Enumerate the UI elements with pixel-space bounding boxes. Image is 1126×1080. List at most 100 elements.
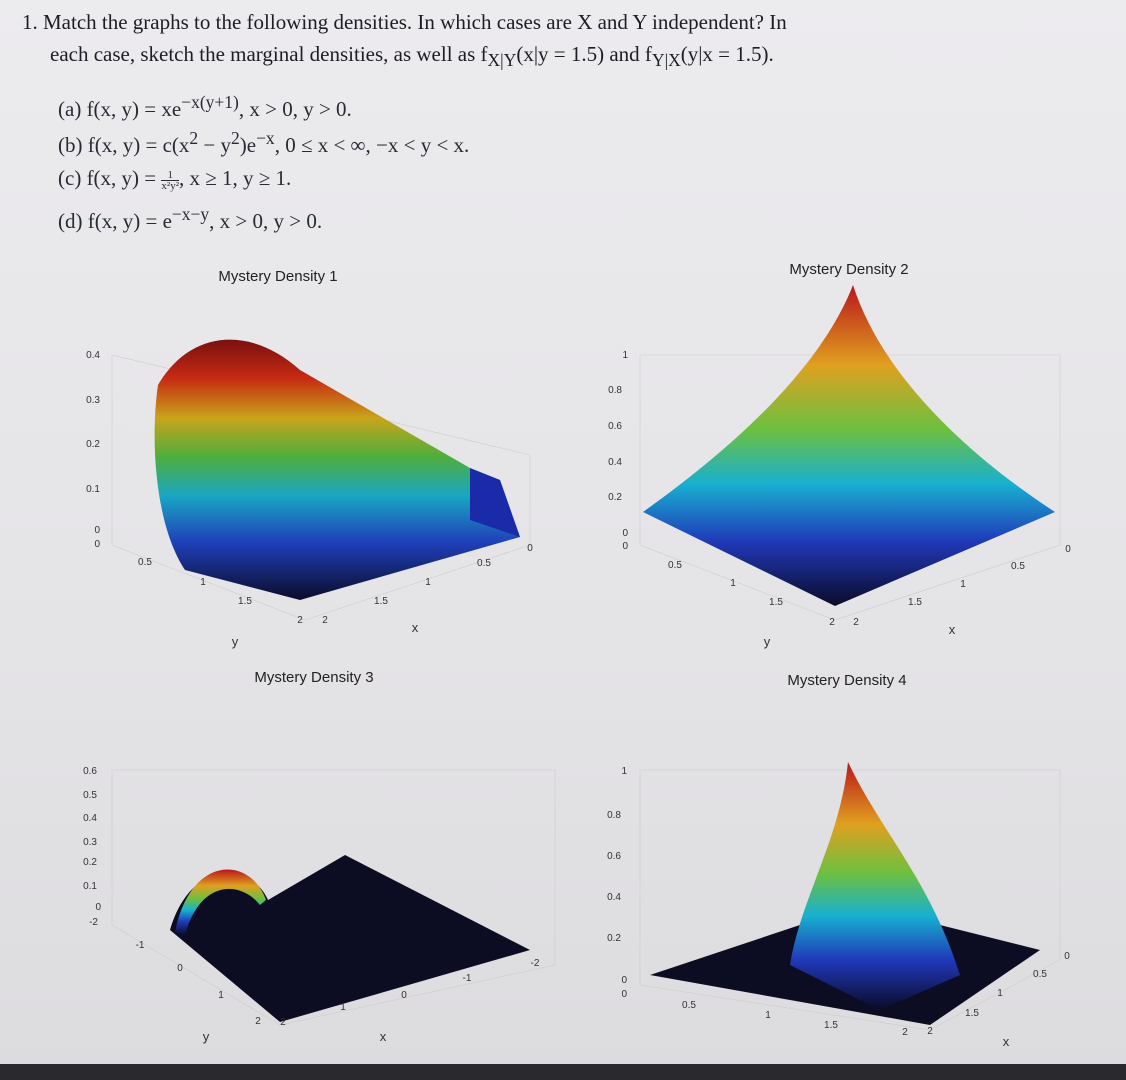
z-tick-label: 0.4: [86, 350, 100, 361]
x-tick-label: -1: [463, 973, 472, 984]
x-tick-label: 2: [853, 617, 859, 628]
screen-edge: [0, 1064, 1126, 1080]
x-tick-label: 2: [280, 1017, 286, 1028]
x-tick-label: 0.5: [1011, 561, 1025, 572]
z-tick-label: 0.2: [86, 439, 100, 450]
x-tick-label: 1: [960, 579, 966, 590]
x-tick-label: -2: [531, 958, 540, 969]
text: (y|x = 1.5).: [680, 42, 774, 66]
x-tick-label: 0: [527, 543, 533, 554]
y-tick-label: -1: [136, 940, 145, 951]
z-tick-label: 0: [94, 525, 100, 536]
subscript: Y|X: [651, 50, 681, 71]
part-label: (c): [58, 166, 82, 190]
z-tick-label: 0.4: [608, 457, 622, 468]
y-tick-label: 1: [765, 1010, 771, 1021]
part-label: (b): [58, 133, 83, 157]
y-tick-label: 1: [730, 578, 736, 589]
z-tick-label: 1: [621, 766, 627, 777]
z-tick-label: 0.4: [83, 813, 97, 824]
z-tick-label: 0.2: [607, 933, 621, 944]
superscript: −x−y: [171, 204, 210, 224]
x-tick-label: 1.5: [374, 596, 388, 607]
z-tick-label: 1: [622, 350, 628, 361]
text: f(x, y) = e: [87, 209, 172, 233]
x-tick-label: 2: [927, 1026, 933, 1037]
z-tick-label: 0: [95, 902, 101, 913]
plot-4-surface: [639, 762, 1061, 1031]
z-tick-label: 0.3: [83, 837, 97, 848]
y-axis-label: y: [203, 1029, 210, 1044]
x-tick-label: 0.5: [477, 558, 491, 569]
part: (c) f(x, y) = 1 x²y², x ≥ 1, y ≥ 1.: [58, 166, 291, 191]
superscript: 2: [230, 128, 240, 148]
plot-2-surface: [639, 285, 1061, 621]
text: , x > 0, y > 0.: [209, 209, 323, 233]
x-tick-label: 0: [1065, 544, 1071, 555]
y-tick-label: 1.5: [769, 597, 783, 608]
text: , 0 ≤ x < ∞, −x < y < x.: [274, 133, 470, 157]
subscript: X|Y: [487, 50, 517, 71]
y-tick-label: 1.5: [824, 1020, 838, 1031]
y-tick-label: 1: [200, 577, 206, 588]
z-tick-label: 0: [621, 989, 627, 1000]
y-tick-label: 2: [255, 1016, 261, 1027]
z-tick-label: 0.6: [607, 851, 621, 862]
z-tick-label: 0: [622, 528, 628, 539]
part: (d) f(x, y) = e−x−y, x > 0, y > 0.: [58, 204, 322, 234]
y-tick-label: 2: [902, 1027, 908, 1038]
x-tick-label: 1.5: [908, 597, 922, 608]
plot-1-surface: [111, 339, 531, 621]
z-tick-label: 0.6: [608, 421, 622, 432]
x-tick-label: 0: [401, 990, 407, 1001]
z-tick-label: 0: [621, 975, 627, 986]
text: f(x, y) =: [86, 166, 162, 190]
x-tick-label: 0: [1064, 951, 1070, 962]
z-tick-label: 0.1: [86, 484, 100, 495]
x-axis-label: x: [380, 1029, 387, 1044]
y-axis-label: y: [232, 634, 239, 649]
y-tick-label: 0: [177, 963, 183, 974]
problem-line1: 1. Match the graphs to the following den…: [22, 10, 787, 35]
plot-title: Mystery Density 2: [789, 261, 908, 278]
z-tick-label: 0.5: [83, 790, 97, 801]
y-tick-label: 0.5: [138, 557, 152, 568]
plot-title: Mystery Density 1: [218, 268, 337, 285]
z-tick-label: -2: [89, 917, 98, 928]
z-tick-label: 0: [94, 539, 100, 550]
plot-title: Mystery Density 3: [254, 669, 373, 686]
x-tick-label: 1: [425, 577, 431, 588]
y-tick-label: 1.5: [238, 596, 252, 607]
text: (x|y = 1.5) and f: [516, 42, 652, 66]
y-tick-label: 1: [218, 990, 224, 1001]
x-axis-label: x: [949, 622, 956, 637]
text: each case, sketch the marginal densities…: [50, 42, 488, 66]
x-tick-label: 1: [340, 1002, 346, 1013]
numerator: 1: [167, 168, 173, 181]
x-tick-label: 1.5: [965, 1008, 979, 1019]
z-tick-label: 0.6: [83, 766, 97, 777]
z-tick-label: 0.4: [607, 892, 621, 903]
x-axis-label: x: [412, 620, 419, 635]
y-tick-label: 0.5: [682, 1000, 696, 1011]
x-axis-label: x: [1003, 1034, 1010, 1049]
text: )e: [239, 133, 257, 157]
z-tick-label: 0.1: [83, 881, 97, 892]
part: (a) f(x, y) = xe−x(y+1), x > 0, y > 0.: [58, 92, 352, 122]
fraction: 1 x²y²: [161, 168, 179, 192]
z-tick-label: 0.8: [608, 385, 622, 396]
z-tick-label: 0.2: [83, 857, 97, 868]
x-tick-label: 2: [322, 615, 328, 626]
text: f(x, y) = c(x: [87, 133, 190, 157]
plot-title: Mystery Density 4: [787, 672, 906, 689]
superscript: −x: [256, 128, 275, 148]
part-label: (a): [58, 97, 82, 121]
y-tick-label: 2: [297, 615, 303, 626]
problem-line2: each case, sketch the marginal densities…: [50, 42, 774, 71]
superscript: −x(y+1): [181, 92, 239, 112]
denominator: x²y²: [161, 179, 179, 192]
y-tick-label: 2: [829, 617, 835, 628]
z-tick-label: 0.3: [86, 395, 100, 406]
